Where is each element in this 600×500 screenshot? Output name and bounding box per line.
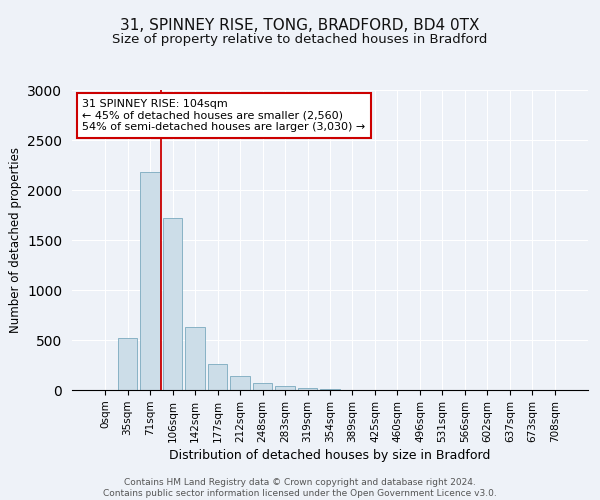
Text: Contains HM Land Registry data © Crown copyright and database right 2024.
Contai: Contains HM Land Registry data © Crown c…	[103, 478, 497, 498]
Bar	[208, 364, 227, 390]
Y-axis label: Number of detached properties: Number of detached properties	[8, 147, 22, 333]
Bar	[230, 376, 250, 390]
Bar	[163, 218, 182, 390]
Bar	[118, 338, 137, 390]
Bar	[140, 172, 160, 390]
Text: 31, SPINNEY RISE, TONG, BRADFORD, BD4 0TX: 31, SPINNEY RISE, TONG, BRADFORD, BD4 0T…	[120, 18, 480, 32]
X-axis label: Distribution of detached houses by size in Bradford: Distribution of detached houses by size …	[169, 449, 491, 462]
Text: Size of property relative to detached houses in Bradford: Size of property relative to detached ho…	[112, 32, 488, 46]
Bar	[320, 389, 340, 390]
Bar	[253, 382, 272, 390]
Bar	[275, 386, 295, 390]
Bar	[185, 327, 205, 390]
Bar	[298, 388, 317, 390]
Text: 31 SPINNEY RISE: 104sqm
← 45% of detached houses are smaller (2,560)
54% of semi: 31 SPINNEY RISE: 104sqm ← 45% of detache…	[82, 99, 365, 132]
